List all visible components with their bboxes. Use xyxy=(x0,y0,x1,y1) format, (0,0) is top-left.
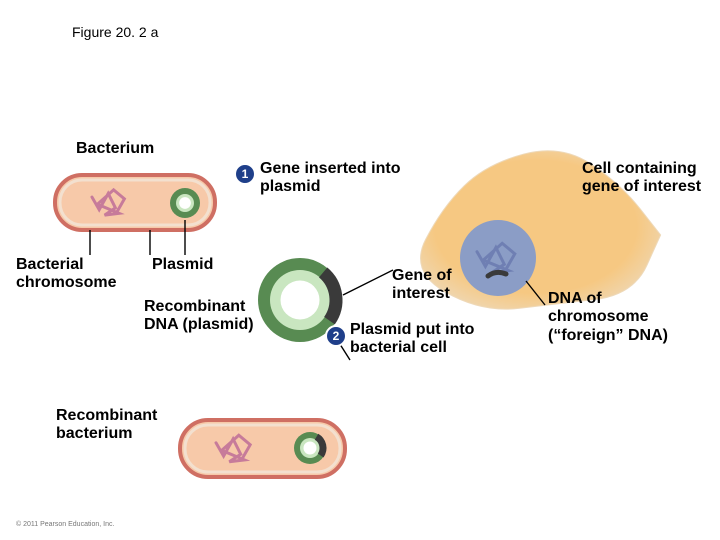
step-1-badge: 1 xyxy=(234,163,256,185)
leader-line xyxy=(343,270,393,295)
plasmid-shape xyxy=(170,188,200,218)
nucleus xyxy=(460,220,536,296)
label-step-1: Gene inserted into plasmid xyxy=(260,160,400,197)
step-2-badge: 2 xyxy=(325,325,347,347)
label-gene-of-interest: Gene of interest xyxy=(392,267,452,304)
label-recombinant-bacterium: Recombinant bacterium xyxy=(56,407,157,444)
label-bacterial-chromosome: Bacterial chromosome xyxy=(16,256,116,293)
label-step-2: Plasmid put into bacterial cell xyxy=(350,321,474,358)
label-bacterium: Bacterium xyxy=(76,140,154,158)
figure-number: Figure 20. 2 a xyxy=(72,24,158,40)
copyright-text: © 2011 Pearson Education, Inc. xyxy=(16,521,114,528)
label-plasmid: Plasmid xyxy=(152,256,213,274)
plasmid-shape xyxy=(294,432,326,464)
label-dna-of-chromosome: DNA of chromosome (“foreign” DNA) xyxy=(548,290,668,345)
label-cell-containing: Cell containing gene of interest xyxy=(582,160,701,197)
label-recombinant-dna: Recombinant DNA (plasmid) xyxy=(144,298,254,335)
